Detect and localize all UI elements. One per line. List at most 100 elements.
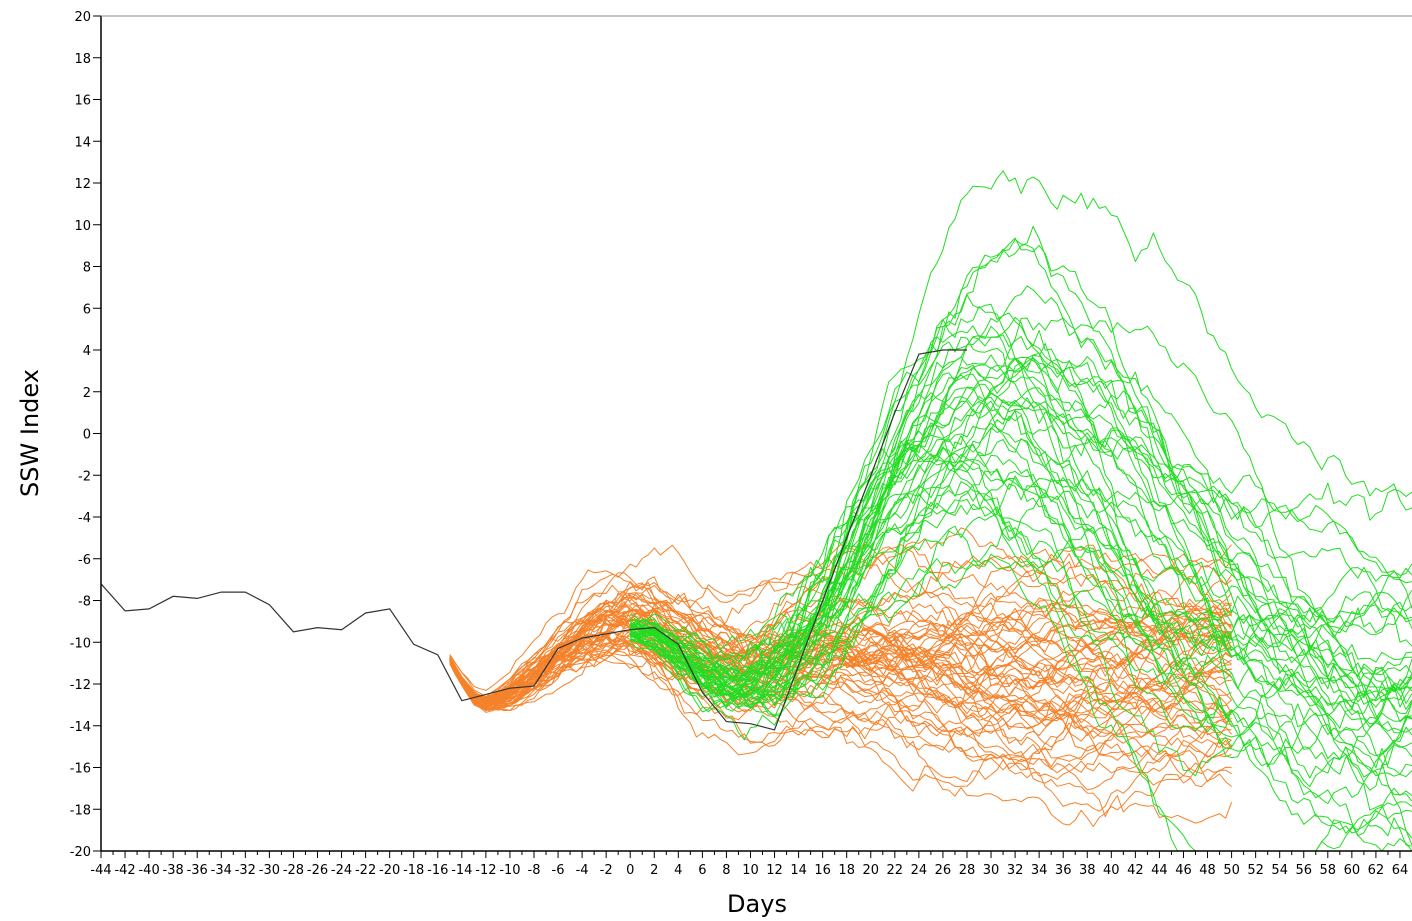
green-ensemble-member-line [629,483,1412,834]
green-ensemble-member-line [630,400,1412,783]
green-ensemble-member-line [629,396,1412,705]
green-ensemble-member-line [630,225,1412,699]
x-tick-label: -10 [499,863,520,878]
y-tick-label: 14 [74,135,91,150]
y-tick-label: -18 [70,803,91,818]
x-tick-label: 4 [674,863,682,878]
y-tick-label: 0 [83,428,91,443]
x-tick-label: -24 [331,863,352,878]
green-ensemble-member-line [630,386,1412,788]
green-ensemble-member-line [630,435,1412,757]
orange-ensemble-member-line [449,635,1233,749]
x-tick-label: 34 [1031,863,1048,878]
y-tick-label: 2 [83,386,91,401]
x-tick-label: -8 [528,863,541,878]
ensemble-members [449,170,1412,852]
green-ensemble-member-line [630,387,1412,714]
x-tick-label: 64 [1392,863,1409,878]
x-tick-label: -28 [283,863,304,878]
x-tick-label: 38 [1079,863,1096,878]
x-tick-label: -26 [307,863,328,878]
x-tick-label: 58 [1320,863,1337,878]
y-tick-label: -20 [70,845,91,860]
y-tick-label: -12 [70,678,91,693]
x-tick-label: -36 [187,863,208,878]
x-tick-label: -40 [138,863,159,878]
x-tick-label: 12 [766,863,783,878]
x-tick-label: 18 [838,863,855,878]
green-ensemble-member-line [630,317,1412,678]
x-tick-label: 42 [1127,863,1144,878]
green-ensemble-member-line [629,237,1412,723]
green-ensemble-member-line [630,354,1412,681]
green-ensemble-member-line [630,546,1412,708]
x-tick-label: 40 [1103,863,1120,878]
orange-ensemble-member-line [449,634,1232,721]
green-ensemble-member-line [630,306,1412,696]
x-tick-label: -20 [379,863,400,878]
orange-ensemble-member-line [449,574,1233,703]
green-ensemble-member-line [629,446,1412,748]
x-tick-label: 24 [911,863,928,878]
orange-ensemble-member-line [449,599,1233,710]
x-tick-label: -32 [235,863,256,878]
orange-ensemble-member-line [449,629,1232,788]
x-tick-label: 48 [1199,863,1216,878]
x-tick-label: -14 [451,863,472,878]
y-tick-label: -16 [70,762,91,777]
y-tick-label: 10 [74,219,91,234]
green-ensemble-member-line [629,396,1412,765]
x-tick-label: 14 [790,863,807,878]
x-tick-label: 60 [1344,863,1361,878]
orange-ensemble-member-line [449,597,1232,700]
x-tick-label: -6 [552,863,565,878]
green-ensemble-member-line [630,444,1412,846]
green-ensemble-member-line [630,316,1412,717]
x-tick-label: -2 [600,863,613,878]
x-tick-label: 54 [1271,863,1288,878]
green-ensemble-member-line [630,352,1412,805]
green-ensemble-member-line [629,285,1412,682]
y-tick-label: -14 [70,720,91,735]
x-tick-label: 30 [983,863,1000,878]
orange-ensemble-member-line [449,637,1232,792]
orange-ensemble-member-line [449,599,1232,702]
green-ensemble-member-line [629,414,1412,778]
y-tick-label: -8 [78,595,91,610]
y-tick-label: 18 [74,52,91,67]
green-ensemble-member-line [629,239,1412,698]
green-ensemble-member-line [630,357,1412,708]
orange-ensemble-member-line [449,645,1232,744]
y-axis-label: SSW Index [16,369,44,497]
x-tick-label: 62 [1368,863,1385,878]
orange-ensemble-member-line [449,632,1232,768]
y-tick-label: 20 [74,10,91,25]
y-tick-label: 16 [74,94,91,109]
orange-ensemble-member-line [449,618,1232,771]
x-tick-label: -44 [90,863,111,878]
x-tick-label: 22 [887,863,904,878]
x-tick-label: -34 [211,863,232,878]
x-tick-label: 10 [742,863,759,878]
orange-ensemble-member-line [449,548,1232,703]
x-tick-label: 36 [1055,863,1072,878]
orange-ensemble-member-line [449,643,1232,774]
x-tick-label: 52 [1247,863,1264,878]
orange-ensemble-member-line [449,606,1232,791]
x-tick-label: 44 [1151,863,1168,878]
x-tick-label: 2 [650,863,658,878]
observed-series [100,349,967,731]
x-tick-label: -42 [114,863,135,878]
x-tick-label: 20 [862,863,879,878]
x-tick-label: -18 [403,863,424,878]
x-tick-label: 28 [959,863,976,878]
x-tick-label: -22 [355,863,376,878]
green-ensemble-member-line [629,356,1412,696]
orange-ensemble-member-line [449,644,1232,786]
x-tick-label: 0 [626,863,634,878]
x-tick-label: 6 [698,863,706,878]
x-tick-label: 16 [814,863,831,878]
orange-ensemble-member-line [449,601,1232,714]
